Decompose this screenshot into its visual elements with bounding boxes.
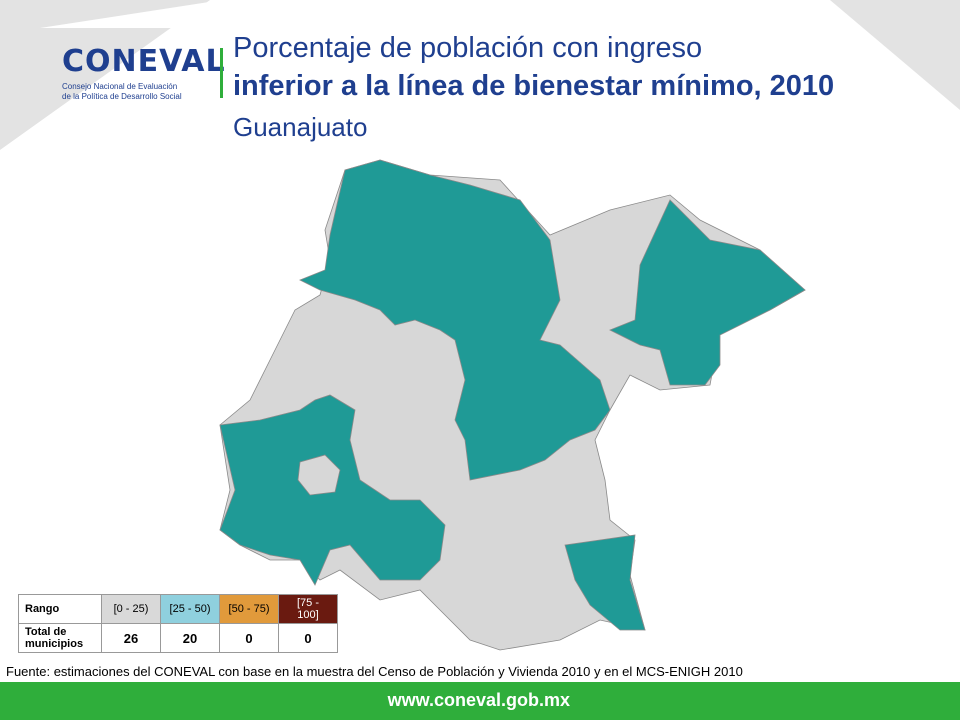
range-label: [50 - 75) xyxy=(219,594,279,624)
source: Fuente: estimaciones del CONEVAL con bas… xyxy=(6,664,743,679)
corner-shape xyxy=(40,0,222,28)
range-label: [25 - 50) xyxy=(160,594,220,624)
footer-bar xyxy=(0,682,960,720)
title: Porcentaje de población con ingreso xyxy=(233,32,703,64)
municipality-group xyxy=(609,199,806,386)
count: 20 xyxy=(160,623,220,653)
row-header: Rango xyxy=(18,594,102,624)
divider xyxy=(220,48,223,98)
legend-table: Rango [0 - 25) [25 - 50) [50 - 75) [75 - 100… xyxy=(18,594,338,653)
municipality-group xyxy=(564,534,646,631)
corner-shape xyxy=(830,0,960,110)
title: inferior a la línea de bienestar mínimo,… xyxy=(233,70,835,102)
footer-url: www.coneval.gob.mx xyxy=(387,690,570,710)
municipality-group xyxy=(299,159,611,481)
count: 0 xyxy=(278,623,338,653)
municipality xyxy=(297,454,341,496)
logo-subtitle: Consejo Nacional de Evaluación xyxy=(62,82,178,91)
range-label: [0 - 25) xyxy=(101,594,161,624)
count: 26 xyxy=(101,623,161,653)
logo-subtitle: de la Política de Desarrollo Social xyxy=(62,92,182,101)
row-header: Total de municipios xyxy=(18,623,102,653)
logo: CONEVAL xyxy=(62,44,226,79)
range-label: [75 - 100] xyxy=(278,594,338,624)
subtitle: Guanajuato xyxy=(233,112,368,142)
count: 0 xyxy=(219,623,279,653)
corner-shape xyxy=(0,0,210,150)
